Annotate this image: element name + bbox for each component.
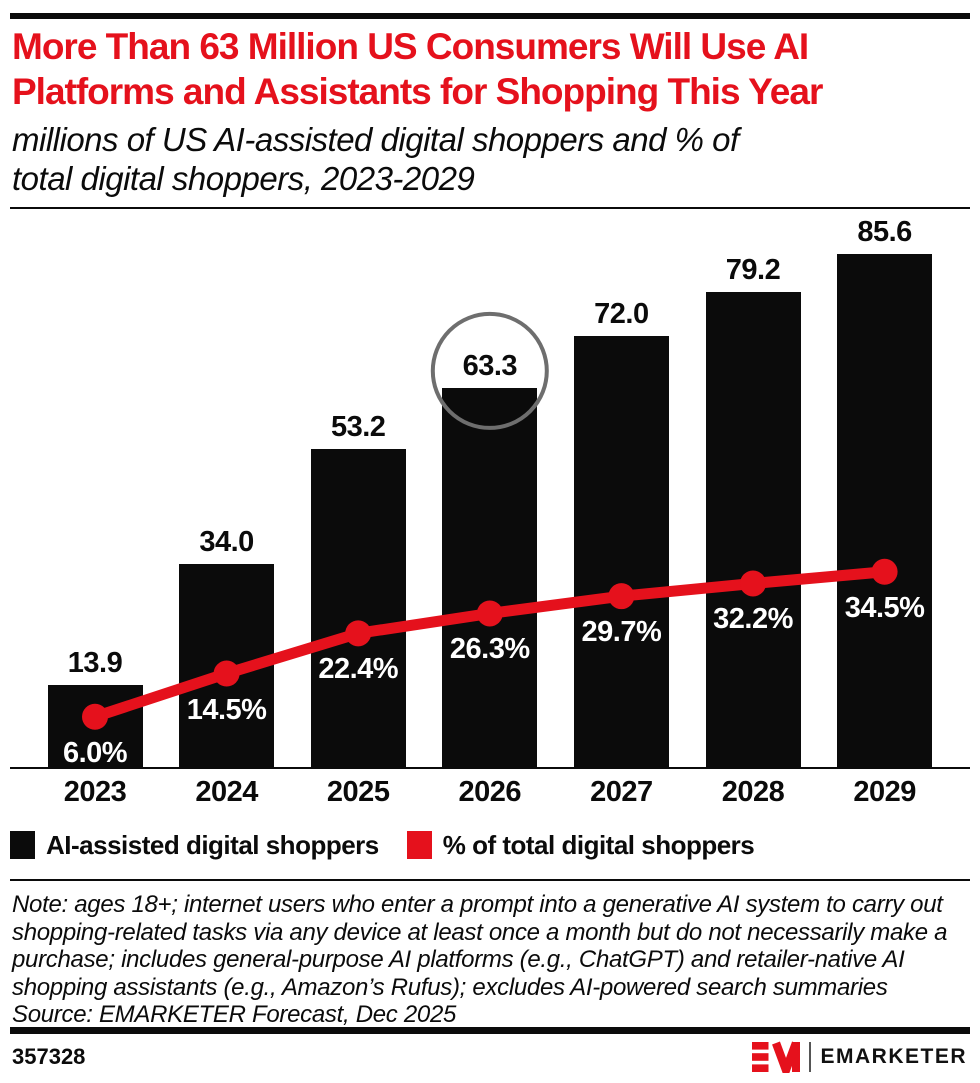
top-rule bbox=[10, 13, 970, 19]
x-axis-label-2026: 2026 bbox=[458, 776, 522, 808]
x-axis-label-2028: 2028 bbox=[721, 776, 785, 808]
pct-value-label: 26.3% bbox=[449, 633, 530, 666]
footnote-line: shopping assistants (e.g., Amazon’s Rufu… bbox=[12, 973, 888, 1001]
x-axis-label-2025: 2025 bbox=[326, 776, 390, 808]
bar-2028 bbox=[705, 292, 801, 769]
source-line: Source: EMARKETER Forecast, Dec 2025 bbox=[12, 1001, 457, 1028]
legend-label: AI-assisted digital shoppers bbox=[46, 830, 379, 860]
pct-value-label: 32.2% bbox=[713, 603, 793, 636]
chart-legend: AI-assisted digital shoppers % of total … bbox=[10, 830, 970, 860]
page-subtitle: millions of US AI-assisted digital shopp… bbox=[12, 120, 968, 198]
pct-value-label: 14.5% bbox=[186, 693, 267, 726]
bar-2024 bbox=[179, 564, 275, 769]
x-axis-label-2024: 2024 bbox=[195, 776, 258, 808]
bar-2027 bbox=[573, 335, 669, 769]
pct-value-label: 34.5% bbox=[844, 591, 925, 624]
logo-divider bbox=[809, 1042, 812, 1072]
title-line-1: More Than 63 Million US Consumers Will U… bbox=[12, 26, 809, 67]
bar-value-label: 79.2 bbox=[725, 254, 781, 287]
emarketer-logo: EMARKETER bbox=[752, 1040, 967, 1074]
title-line-2: Platforms and Assistants for Shopping Th… bbox=[12, 71, 823, 112]
bar-value-label: 63.3 bbox=[462, 349, 518, 382]
header-divider bbox=[10, 207, 970, 209]
legend-label: % of total digital shoppers bbox=[442, 830, 755, 860]
bar-value-label: 85.6 bbox=[857, 215, 912, 248]
x-axis-label-2027: 2027 bbox=[590, 776, 653, 808]
subtitle-line-1: millions of US AI-assisted digital shopp… bbox=[12, 121, 739, 158]
brand-name: EMARKETER bbox=[820, 1045, 967, 1068]
bar-value-label: 13.9 bbox=[67, 647, 123, 680]
bar-value-label: 34.0 bbox=[199, 526, 254, 559]
footnote-line: shopping-related tasks via any device at… bbox=[12, 918, 948, 946]
bar-value-label: 53.2 bbox=[330, 410, 386, 443]
chart-id: 357328 bbox=[12, 1044, 86, 1069]
footer-rule bbox=[10, 1027, 970, 1034]
bar-2025 bbox=[310, 448, 406, 769]
subtitle-line-2: total digital shoppers, 2023-2029 bbox=[12, 160, 475, 197]
footnote-line: Note: ages 18+; internet users who enter… bbox=[12, 891, 943, 918]
bar-2029 bbox=[837, 253, 933, 769]
pct-value-label: 29.7% bbox=[581, 616, 662, 649]
legend-swatch-red bbox=[406, 831, 432, 859]
footnote-line: purchase; includes general-purpose AI pl… bbox=[12, 946, 905, 973]
bar-value-label: 72.0 bbox=[594, 297, 649, 330]
page-title: More Than 63 Million US Consumers Will U… bbox=[12, 24, 968, 114]
legend-item-line: % of total digital shoppers bbox=[406, 830, 755, 860]
legend-item-bars: AI-assisted digital shoppers bbox=[10, 830, 379, 860]
pct-value-label: 22.4% bbox=[318, 653, 399, 686]
x-axis-label-2023: 2023 bbox=[63, 776, 127, 808]
x-axis-label-2029: 2029 bbox=[853, 776, 916, 808]
note-divider bbox=[10, 879, 970, 881]
legend-swatch-black bbox=[10, 831, 35, 859]
bar-2026 bbox=[442, 387, 538, 769]
emarketer-monogram-icon bbox=[752, 1041, 801, 1073]
footnote: Note: ages 18+; internet users who enter… bbox=[12, 891, 968, 1029]
pct-value-label: 6.0% bbox=[62, 736, 128, 769]
